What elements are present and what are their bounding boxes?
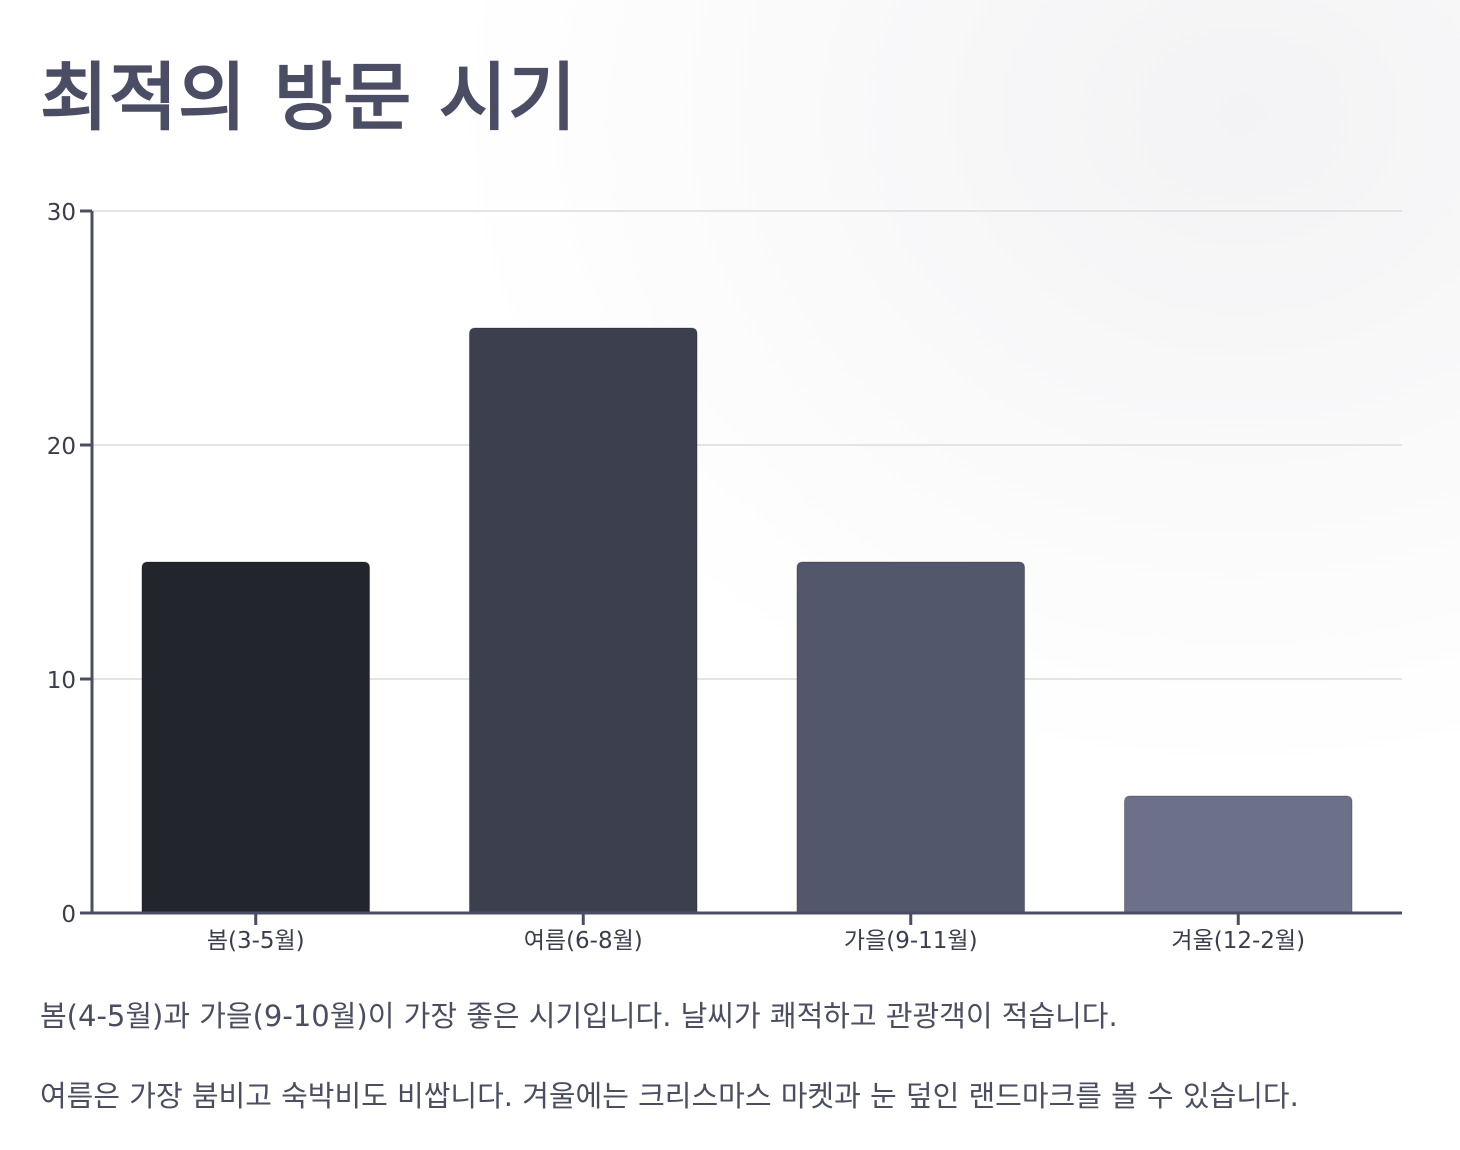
bar [468,327,698,914]
y-tick-label: 10 [47,668,76,694]
bar-rect [796,561,1026,914]
x-tick-label: 여름(6-8월) [524,928,643,954]
bar-chart: 0 10 20 30 봄(3-5월) 여름(6-8월) 가을(9-11월) 겨울(12-2월) [47,200,1402,954]
bar [1123,795,1353,914]
y-tick-label: 0 [61,902,76,928]
y-tick-label: 30 [47,200,76,226]
page-title: 최적의 방문 시기 [40,55,578,141]
bar-rect [468,327,698,914]
description-paragraph-1: 봄(4-5월)과 가을(9-10월)이 가장 좋은 시기입니다. 날씨가 쾌적하… [40,999,1118,1033]
x-tick-label: 봄(3-5월) [207,928,305,954]
description-paragraph-2: 여름은 가장 붐비고 숙박비도 비쌉니다. 겨울에는 크리스마스 마켓과 눈 덮… [40,1079,1299,1113]
x-tick-label: 가을(9-11월) [844,928,978,954]
bar-rect [141,561,371,914]
bar-rect [1123,795,1353,914]
bar [796,561,1026,914]
y-tick-label: 20 [47,434,76,460]
bar [141,561,371,914]
x-tick-label: 겨울(12-2월) [1171,928,1305,954]
